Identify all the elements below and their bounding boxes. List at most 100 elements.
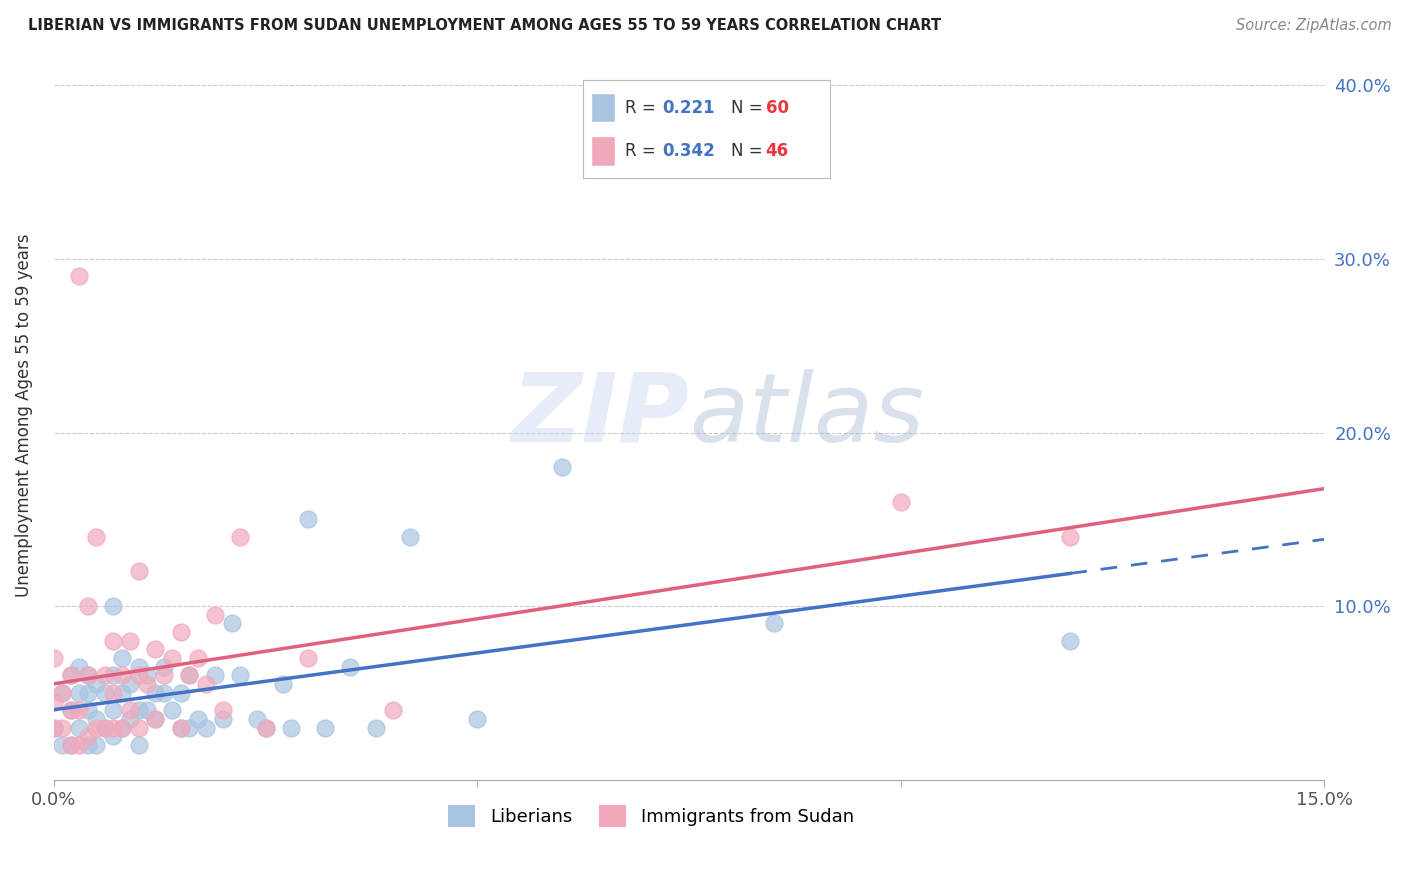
Point [128, 703, 150, 717]
Point [110, 668, 132, 682]
Point [59, 738, 82, 752]
Text: N =: N = [731, 142, 768, 160]
Point [84, 712, 107, 726]
Point [170, 721, 193, 735]
Point [67, 738, 90, 752]
Text: R =: R = [626, 99, 661, 117]
Point [254, 721, 277, 735]
Point [51, 686, 73, 700]
Point [229, 530, 252, 544]
Point [76, 686, 98, 700]
Point [59, 703, 82, 717]
Point [120, 703, 142, 717]
Text: LIBERIAN VS IMMIGRANTS FROM SUDAN UNEMPLOYMENT AMONG AGES 55 TO 59 YEARS CORRELA: LIBERIAN VS IMMIGRANTS FROM SUDAN UNEMPL… [28, 18, 941, 33]
Point [136, 703, 159, 717]
Point [145, 712, 167, 726]
Point [120, 633, 142, 648]
Point [42, 651, 65, 665]
Point [339, 660, 361, 674]
Point [179, 668, 201, 682]
Point [76, 729, 98, 743]
Point [59, 668, 82, 682]
FancyBboxPatch shape [591, 136, 616, 166]
Point [221, 616, 243, 631]
Point [153, 686, 176, 700]
Point [762, 616, 785, 631]
Point [110, 721, 132, 735]
Point [162, 651, 184, 665]
Point [179, 721, 201, 735]
Point [136, 668, 159, 682]
Point [101, 686, 124, 700]
Point [93, 721, 115, 735]
FancyBboxPatch shape [591, 93, 616, 122]
Point [314, 721, 336, 735]
Point [120, 712, 142, 726]
Point [59, 738, 82, 752]
Point [42, 694, 65, 708]
Point [110, 651, 132, 665]
Point [67, 703, 90, 717]
Point [93, 721, 115, 735]
Point [128, 660, 150, 674]
Point [84, 530, 107, 544]
Point [162, 703, 184, 717]
Point [76, 599, 98, 613]
Point [297, 512, 319, 526]
Point [145, 642, 167, 657]
Point [128, 721, 150, 735]
Point [93, 668, 115, 682]
Point [59, 703, 82, 717]
Point [110, 721, 132, 735]
Point [101, 668, 124, 682]
Text: N =: N = [731, 99, 768, 117]
Point [212, 703, 235, 717]
Text: 0.342: 0.342 [662, 142, 716, 160]
Point [179, 668, 201, 682]
Point [204, 607, 226, 622]
Point [195, 677, 218, 691]
Point [271, 677, 294, 691]
Point [195, 721, 218, 735]
Text: atlas: atlas [689, 368, 924, 462]
Point [254, 721, 277, 735]
Text: 0.221: 0.221 [662, 99, 714, 117]
Point [246, 712, 269, 726]
Point [229, 668, 252, 682]
Point [84, 721, 107, 735]
Point [128, 738, 150, 752]
Text: 60: 60 [765, 99, 789, 117]
Point [153, 660, 176, 674]
Point [170, 686, 193, 700]
Point [153, 668, 176, 682]
Point [67, 660, 90, 674]
Point [467, 712, 489, 726]
Point [101, 599, 124, 613]
Point [1059, 530, 1081, 544]
Text: R =: R = [626, 142, 661, 160]
Point [59, 668, 82, 682]
Point [128, 668, 150, 682]
Point [187, 712, 209, 726]
Point [101, 703, 124, 717]
Point [76, 738, 98, 752]
Point [170, 721, 193, 735]
Point [204, 668, 226, 682]
Point [128, 565, 150, 579]
Point [67, 721, 90, 735]
Point [1059, 633, 1081, 648]
Point [84, 738, 107, 752]
Point [42, 721, 65, 735]
Point [280, 721, 302, 735]
Point [136, 677, 159, 691]
Point [51, 686, 73, 700]
Legend: Liberians, Immigrants from Sudan: Liberians, Immigrants from Sudan [439, 796, 863, 836]
Point [67, 269, 90, 284]
Point [51, 738, 73, 752]
Point [381, 703, 404, 717]
Point [101, 633, 124, 648]
Point [170, 625, 193, 640]
Text: 46: 46 [765, 142, 789, 160]
Point [76, 668, 98, 682]
Point [101, 729, 124, 743]
